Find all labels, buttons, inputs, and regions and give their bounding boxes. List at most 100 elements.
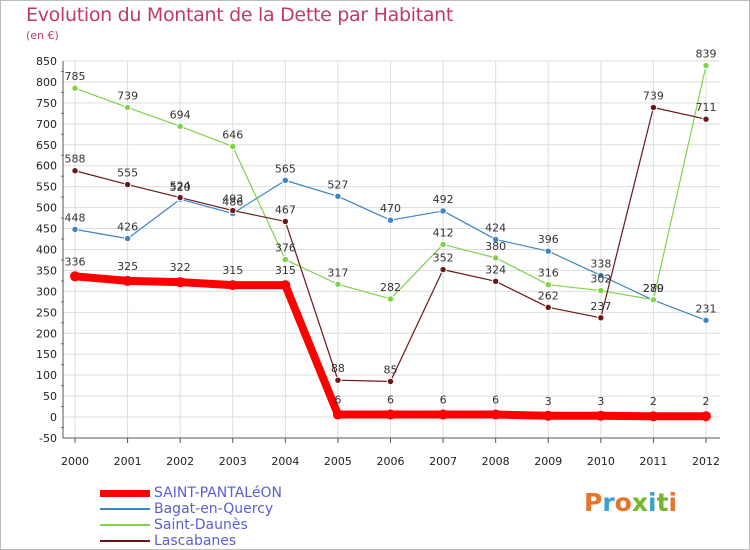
data-label: 88 — [331, 362, 345, 375]
x-tick-label: 2011 — [639, 455, 667, 468]
data-label: 280 — [643, 282, 664, 295]
x-tick-label: 2002 — [166, 455, 194, 468]
logo-letter: i — [668, 488, 678, 517]
data-label: 322 — [170, 261, 191, 274]
data-label: 711 — [696, 101, 717, 114]
logo-letter: i — [648, 488, 657, 517]
data-label: 6 — [334, 394, 341, 407]
y-tick-label: 0 — [50, 411, 57, 424]
data-label: 646 — [222, 128, 243, 141]
data-label: 302 — [590, 273, 611, 286]
y-tick-label: 700 — [36, 118, 57, 131]
legend-label: Lascabanes — [154, 533, 237, 549]
legend-label: SAINT-PANTALéON — [154, 485, 282, 501]
data-label: 3 — [597, 395, 604, 408]
data-label: 2 — [703, 395, 710, 408]
proxiti-logo: Proxiti — [584, 488, 677, 517]
y-tick-label: 150 — [36, 348, 57, 361]
data-labels: 4484265204865655274704924243963382792317… — [65, 48, 717, 409]
x-tick-label: 2010 — [587, 455, 615, 468]
data-point — [385, 409, 396, 420]
data-point — [229, 142, 237, 151]
data-label: 739 — [643, 89, 664, 102]
data-point — [123, 180, 132, 189]
y-tick-label: 800 — [36, 76, 57, 89]
data-point — [227, 280, 238, 291]
data-point — [597, 286, 605, 295]
data-point — [280, 280, 291, 291]
data-point — [597, 314, 605, 322]
data-point — [702, 61, 710, 70]
series-lines — [70, 61, 711, 422]
data-label: 3 — [545, 395, 552, 408]
data-point — [281, 255, 290, 264]
data-label: 315 — [275, 264, 296, 277]
data-label: 237 — [590, 300, 611, 313]
x-tick-label: 2003 — [219, 455, 247, 468]
y-tick-label: 250 — [36, 306, 57, 319]
data-point — [123, 103, 132, 112]
logo-letter: t — [656, 488, 669, 517]
data-point — [175, 277, 186, 288]
x-tick-label: 2006 — [377, 455, 405, 468]
logo-letter: o — [614, 488, 632, 517]
y-tick-label: 200 — [36, 327, 57, 340]
y-tick-label: 400 — [36, 244, 57, 257]
data-label: 524 — [170, 180, 191, 193]
data-point — [334, 376, 342, 384]
data-point — [491, 277, 500, 286]
data-point — [648, 411, 659, 422]
data-point — [543, 410, 554, 421]
data-label: 6 — [492, 394, 499, 407]
y-tick-label: 850 — [36, 55, 57, 68]
data-point — [386, 216, 395, 224]
data-point — [544, 247, 552, 255]
legend-label: Saint-Daunès — [154, 517, 248, 533]
data-label: 565 — [275, 162, 296, 175]
data-point — [544, 303, 552, 312]
data-point — [386, 377, 395, 386]
legend-swatch — [100, 508, 150, 510]
data-label: 315 — [222, 264, 243, 277]
data-point — [334, 192, 342, 201]
data-point — [229, 206, 237, 215]
x-tick-label: 2004 — [271, 455, 299, 468]
data-point — [122, 275, 133, 286]
data-label: 279 — [643, 282, 664, 295]
data-point — [597, 271, 605, 280]
legend-swatch — [100, 524, 150, 526]
x-tick-label: 2000 — [61, 455, 89, 468]
legend-swatch — [100, 490, 150, 497]
data-label: 426 — [117, 221, 138, 234]
data-point — [71, 167, 79, 175]
data-label: 467 — [275, 203, 296, 216]
x-tick-label: 2012 — [692, 455, 720, 468]
data-label: 85 — [384, 363, 398, 376]
data-point — [649, 296, 658, 304]
legend-label: Bagat-en-Quercy — [154, 501, 274, 517]
data-point — [701, 411, 711, 422]
data-label: 493 — [222, 193, 243, 206]
data-label: 412 — [433, 226, 454, 239]
data-label: 325 — [117, 260, 138, 273]
logo-letter: P — [584, 488, 603, 517]
data-label: 694 — [170, 108, 191, 121]
y-tick-label: 300 — [36, 285, 57, 298]
logo-letter: x — [631, 488, 648, 517]
data-point — [281, 217, 290, 226]
data-point — [595, 410, 606, 421]
data-label: 336 — [65, 255, 86, 268]
data-point — [702, 115, 710, 123]
data-label: 324 — [485, 263, 506, 276]
data-point — [334, 280, 342, 288]
y-tick-label: -50 — [39, 432, 57, 445]
data-label: 785 — [65, 70, 86, 83]
data-label: 6 — [440, 394, 447, 407]
logo-letter: r — [602, 488, 615, 517]
data-label: 316 — [538, 267, 559, 280]
y-tick-label: 550 — [36, 181, 57, 194]
data-label: 492 — [433, 193, 454, 206]
data-label: 338 — [590, 257, 611, 270]
y-tick-label: 600 — [36, 160, 57, 173]
